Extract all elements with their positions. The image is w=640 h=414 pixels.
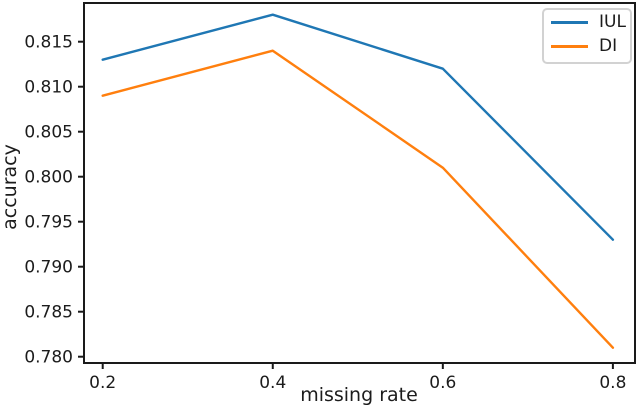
legend-label-di: DI bbox=[599, 35, 618, 56]
legend-label-iul: IUL bbox=[599, 11, 626, 32]
svg-text:0.2: 0.2 bbox=[89, 373, 116, 393]
x-axis-ticks bbox=[101, 363, 614, 369]
svg-text:0.790: 0.790 bbox=[24, 258, 73, 278]
x-axis-tick-labels: 0.2 0.4 0.6 0.8 bbox=[89, 373, 626, 393]
y-axis-ticks bbox=[78, 40, 84, 358]
svg-text:0.805: 0.805 bbox=[24, 123, 73, 143]
y-axis-label: accuracy bbox=[0, 144, 21, 230]
svg-text:0.800: 0.800 bbox=[24, 168, 73, 188]
x-axis-label: missing rate bbox=[300, 384, 418, 406]
iul-line-swatch bbox=[551, 20, 588, 24]
svg-text:0.785: 0.785 bbox=[24, 303, 73, 323]
svg-text:0.810: 0.810 bbox=[24, 78, 73, 98]
svg-text:0.4: 0.4 bbox=[259, 373, 286, 393]
legend: IUL DI bbox=[542, 8, 632, 64]
svg-text:0.8: 0.8 bbox=[599, 373, 626, 393]
svg-text:0.815: 0.815 bbox=[24, 33, 73, 53]
legend-entry-di: DI bbox=[544, 34, 630, 58]
series-line-di bbox=[101, 49, 615, 349]
axes-spines bbox=[83, 2, 636, 364]
di-line-swatch bbox=[551, 44, 588, 48]
y-axis-tick-labels: 0.780 0.785 0.790 0.795 0.800 0.805 0.810 0.815 bbox=[24, 33, 73, 368]
svg-text:0.780: 0.780 bbox=[24, 348, 73, 368]
svg-text:0.6: 0.6 bbox=[429, 373, 456, 393]
data-series-lines bbox=[101, 13, 615, 349]
legend-entry-iul: IUL bbox=[544, 10, 630, 34]
svg-text:0.795: 0.795 bbox=[24, 213, 73, 233]
series-line-iul bbox=[101, 13, 615, 241]
